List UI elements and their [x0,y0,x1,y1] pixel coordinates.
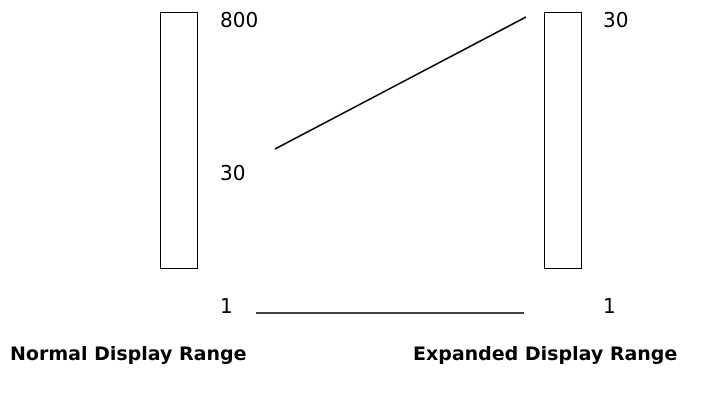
normal-middle-label: 30 [220,161,246,185]
expanded-bottom-label: 1 [603,294,616,318]
normal-range-bar [160,12,198,269]
normal-range-caption: Normal Display Range [10,343,247,365]
expanded-top-label: 30 [603,8,629,32]
expanded-range-bar [544,12,582,269]
upper-connector-line [274,16,527,150]
normal-bottom-label: 1 [220,294,233,318]
expanded-range-caption: Expanded Display Range [413,343,678,365]
normal-top-label: 800 [220,8,259,32]
